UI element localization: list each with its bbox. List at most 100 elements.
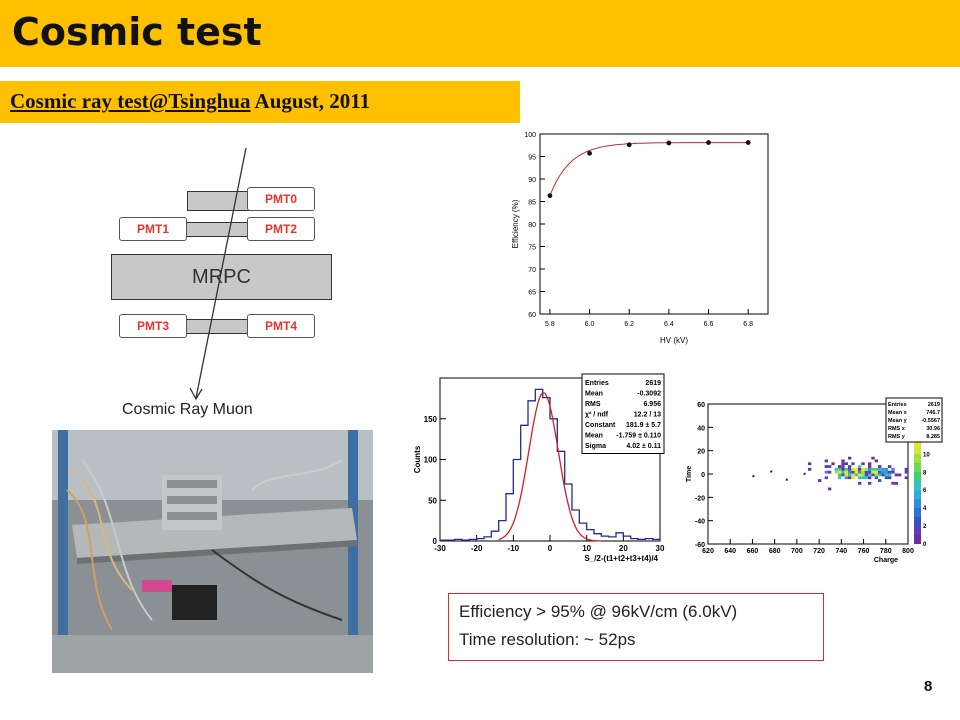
efficiency-text: Efficiency > 95% @ 96kV/cm (6.0kV) bbox=[459, 602, 738, 621]
y-tick-label: 95 bbox=[528, 155, 536, 162]
heatmap-cell bbox=[818, 479, 822, 482]
heatmap-cell bbox=[868, 465, 872, 468]
stats-value: 2619 bbox=[645, 380, 661, 387]
heatmap-cell bbox=[752, 475, 755, 478]
heatmap-cell bbox=[868, 470, 872, 474]
heatmap-cell bbox=[848, 465, 852, 468]
heatmap-cell bbox=[864, 473, 868, 477]
heatmap-cell bbox=[838, 465, 842, 468]
fit-curve bbox=[549, 142, 749, 196]
x-tick-label: 800 bbox=[902, 548, 914, 555]
y-tick-label: 60 bbox=[697, 402, 705, 409]
heatmap-cell bbox=[824, 459, 828, 463]
color-scale-label: 4 bbox=[923, 506, 927, 512]
stats-label: Entries bbox=[888, 402, 907, 408]
stats-value: 181.9 ± 5.7 bbox=[626, 422, 661, 429]
color-scale-label: 0 bbox=[923, 542, 927, 548]
heatmap-cell bbox=[861, 470, 865, 474]
heatmap-cell bbox=[894, 473, 898, 477]
heatmap-cell bbox=[848, 473, 852, 477]
heatmap-cell bbox=[838, 470, 842, 474]
stats-box bbox=[581, 373, 665, 454]
time-resolution-text: Time resolution: ~ 52ps bbox=[459, 630, 636, 649]
heatmap-cell bbox=[881, 473, 885, 477]
stats-value: 12.2 / 13 bbox=[634, 412, 661, 419]
x-tick-label: 0 bbox=[548, 544, 553, 553]
page-number: 8 bbox=[924, 678, 933, 695]
x-tick-label: 6.8 bbox=[743, 321, 753, 328]
x-tick-label: 30 bbox=[656, 544, 665, 553]
subtitle: Cosmic ray test@Tsinghua August, 2011 bbox=[10, 89, 370, 114]
stats-label: RMS x bbox=[888, 426, 906, 432]
y-tick-label: 0 bbox=[701, 472, 705, 479]
heatmap-cell bbox=[861, 467, 865, 471]
mrpc-box: MRPC bbox=[111, 254, 332, 300]
y-tick-label: 90 bbox=[528, 177, 536, 184]
x-tick-label: -30 bbox=[434, 544, 446, 553]
y-tick-label: 65 bbox=[528, 290, 536, 297]
heatmap-cell bbox=[871, 467, 875, 471]
stats-label: RMS y bbox=[888, 434, 906, 440]
heatmap-cell bbox=[808, 462, 812, 466]
heatmap-cell bbox=[844, 470, 848, 474]
color-scale-segment bbox=[914, 463, 921, 472]
heatmap-cell bbox=[854, 467, 858, 471]
heatmap-cell bbox=[854, 470, 858, 474]
x-tick-label: 640 bbox=[724, 548, 736, 555]
stats-value: 2619 bbox=[928, 402, 940, 408]
y-tick-label: 70 bbox=[528, 267, 536, 274]
heatmap-cell bbox=[851, 470, 855, 474]
stats-value: -1.759 ± 0.110 bbox=[616, 433, 661, 440]
heatmap-cell bbox=[834, 467, 838, 471]
heatmap-cell bbox=[878, 473, 882, 477]
heatmap-cell bbox=[858, 465, 862, 468]
heatmap-cell bbox=[824, 470, 828, 474]
color-scale-segment bbox=[914, 535, 921, 544]
x-tick-label: 780 bbox=[880, 548, 892, 555]
heatmap-cell bbox=[878, 479, 882, 482]
pmt2-label: PMT2 bbox=[247, 217, 315, 241]
x-tick-label: 660 bbox=[747, 548, 759, 555]
heatmap-cell bbox=[844, 462, 848, 466]
heatmap-cell bbox=[828, 465, 832, 468]
x-axis-label: S_/2-(t1+t2+t3+t4)/4 bbox=[584, 554, 658, 563]
pmt4-label: PMT4 bbox=[247, 314, 315, 338]
color-scale-segment bbox=[914, 454, 921, 463]
stats-value: 30.96 bbox=[926, 426, 940, 432]
color-scale-label: 6 bbox=[923, 488, 927, 494]
heatmap-cell bbox=[851, 473, 855, 477]
heatmap-cell bbox=[898, 473, 902, 477]
heatmap-cell bbox=[874, 476, 878, 480]
heatmap-cell bbox=[851, 467, 855, 471]
stats-value: -0.5567 bbox=[921, 418, 940, 424]
heatmap-cell bbox=[844, 473, 848, 477]
heatmap-cell bbox=[848, 470, 852, 474]
heatmap-cell bbox=[888, 473, 892, 477]
heatmap-cell bbox=[878, 470, 882, 474]
heatmap-cell bbox=[770, 470, 773, 473]
y-axis-label: Time bbox=[686, 466, 693, 482]
color-scale-segment bbox=[914, 490, 921, 499]
stats-value: 4.02 ± 0.11 bbox=[626, 443, 661, 450]
heatmap-cell bbox=[874, 467, 878, 471]
stats-label: Constant bbox=[585, 422, 616, 429]
x-tick-label: -20 bbox=[471, 544, 483, 553]
page-title: Cosmic test bbox=[12, 10, 262, 54]
heatmap-cell bbox=[848, 476, 852, 480]
heatmap-cell bbox=[824, 465, 828, 468]
x-tick-label: 6.6 bbox=[704, 321, 714, 328]
heatmap-cell bbox=[861, 462, 865, 466]
pmt0-label: PMT0 bbox=[247, 187, 315, 211]
subtitle-link[interactable]: Cosmic ray test@Tsinghua bbox=[10, 89, 251, 113]
x-tick-label: 10 bbox=[582, 544, 591, 553]
x-tick-label: -10 bbox=[508, 544, 520, 553]
stats-box bbox=[885, 397, 943, 443]
stats-label: Mean bbox=[585, 391, 603, 398]
y-tick-label: 40 bbox=[697, 425, 705, 432]
heatmap-cell bbox=[844, 476, 848, 480]
heatmap-cell bbox=[884, 467, 888, 471]
color-scale-segment bbox=[914, 517, 921, 526]
heatmap-cell bbox=[891, 467, 895, 471]
muon-track bbox=[189, 147, 247, 401]
heatmap-cell bbox=[803, 472, 806, 475]
